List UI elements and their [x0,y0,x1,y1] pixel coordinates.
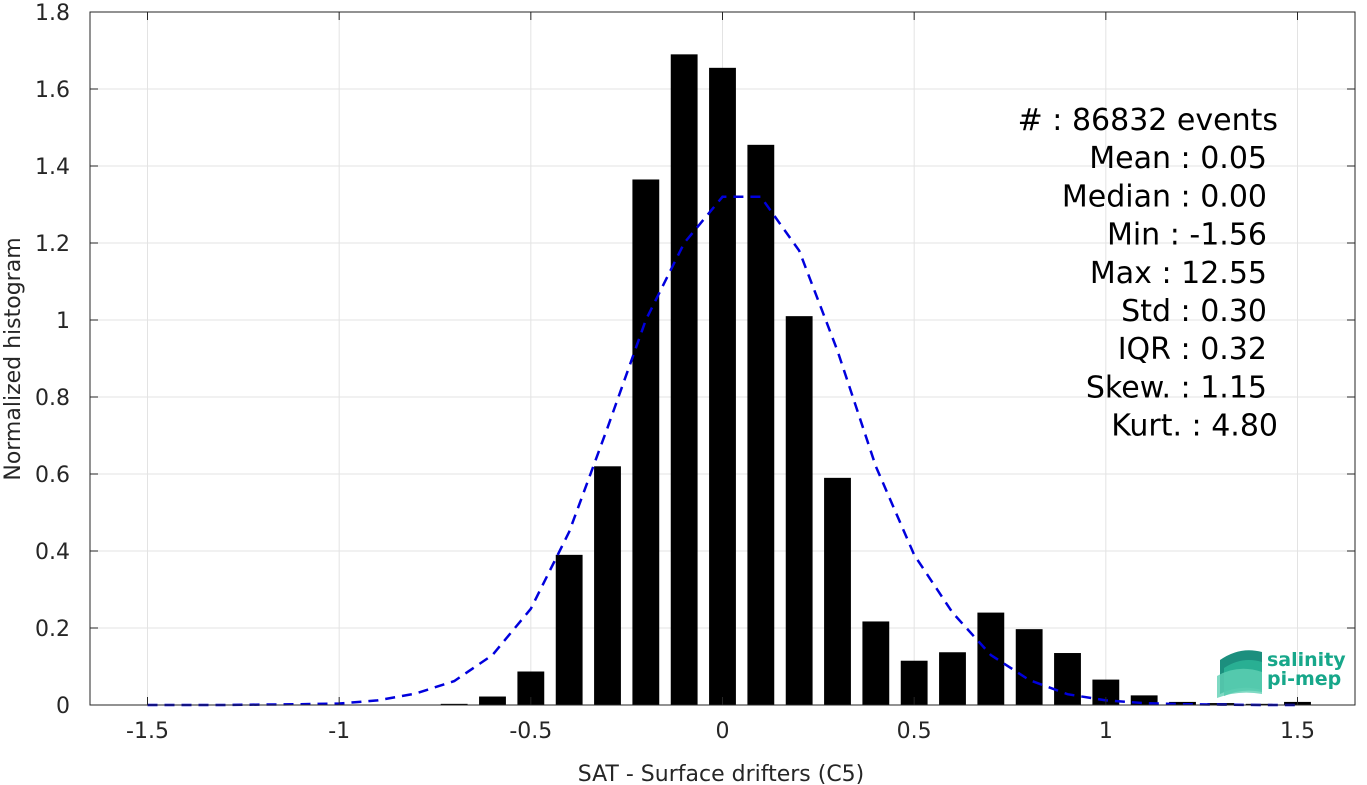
stat-line-2: Median : 0.00 [1062,179,1267,214]
x-tick-label-2: -0.5 [509,719,552,744]
y-axis-label: Normalized histogram [1,237,26,480]
histogram-bar-18 [1130,695,1158,705]
x-tick-label-3: 0 [716,719,730,744]
stat-line-4: Max : 12.55 [1090,256,1267,291]
histogram-bar-1 [479,696,506,705]
logo-text-pi-mep: pi-mep [1267,668,1341,690]
x-tick-label-1: -1 [328,719,350,744]
y-tick-label-7: 1.4 [35,155,70,180]
histogram-bar-6 [670,54,698,706]
x-tick-label-6: 1.5 [1280,719,1315,744]
histogram-bar-14 [977,612,1005,705]
salinity-pi-mep-logo: salinity pi-mep [1217,649,1346,698]
histogram-bar-15 [1015,629,1043,705]
histogram-bar-19 [1169,701,1196,705]
stat-line-5: Std : 0.30 [1121,294,1267,329]
x-tick-label-4: 0.5 [897,719,932,744]
stat-line-8: Kurt. : 4.80 [1111,409,1278,444]
logo-wave-icon [1217,650,1262,698]
histogram-bar-8 [747,144,775,705]
histogram-bar-4 [594,466,621,705]
stat-line-7: Skew. : 1.15 [1086,370,1267,405]
histogram-bar-11 [862,621,890,705]
stat-line-0: # : 86832 events [1018,103,1278,138]
y-tick-label-2: 0.4 [35,540,70,565]
y-tick-label-9: 1.8 [35,1,70,26]
y-tick-label-4: 0.8 [35,386,70,411]
x-tick-label-5: 1 [1099,719,1113,744]
histogram-bars [440,54,1311,706]
x-axis-label: SAT - Surface drifters (C5) [578,762,865,785]
y-tick-label-5: 1 [56,309,70,334]
y-tick-label-8: 1.6 [35,78,70,103]
histogram-bar-16 [1054,653,1081,705]
stat-line-1: Mean : 0.05 [1089,141,1267,176]
histogram-bar-10 [824,477,851,705]
y-tick-label-1: 0.2 [35,617,70,642]
histogram-bar-3 [555,554,583,705]
axis-ticks: -1.5 -1 -0.5 0 0.5 1 1.5 0 0.2 0.4 0.6 0.8 1 1.2 1.4 1.… [35,1,1355,744]
histogram-bar-0 [440,703,468,705]
x-tick-label-0: -1.5 [126,719,169,744]
stat-line-3: Min : -1.56 [1107,218,1267,253]
y-tick-label-3: 0.6 [35,463,70,488]
stat-line-6: IQR : 0.32 [1118,332,1267,367]
y-tick-label-6: 1.2 [35,232,70,257]
histogram-bar-5 [632,179,660,706]
y-tick-label-0: 0 [56,694,70,719]
histogram-bar-9 [785,316,813,705]
logo-text-salinity: salinity [1267,649,1346,671]
histogram-bar-7 [709,67,736,705]
histogram-bar-13 [939,652,966,705]
